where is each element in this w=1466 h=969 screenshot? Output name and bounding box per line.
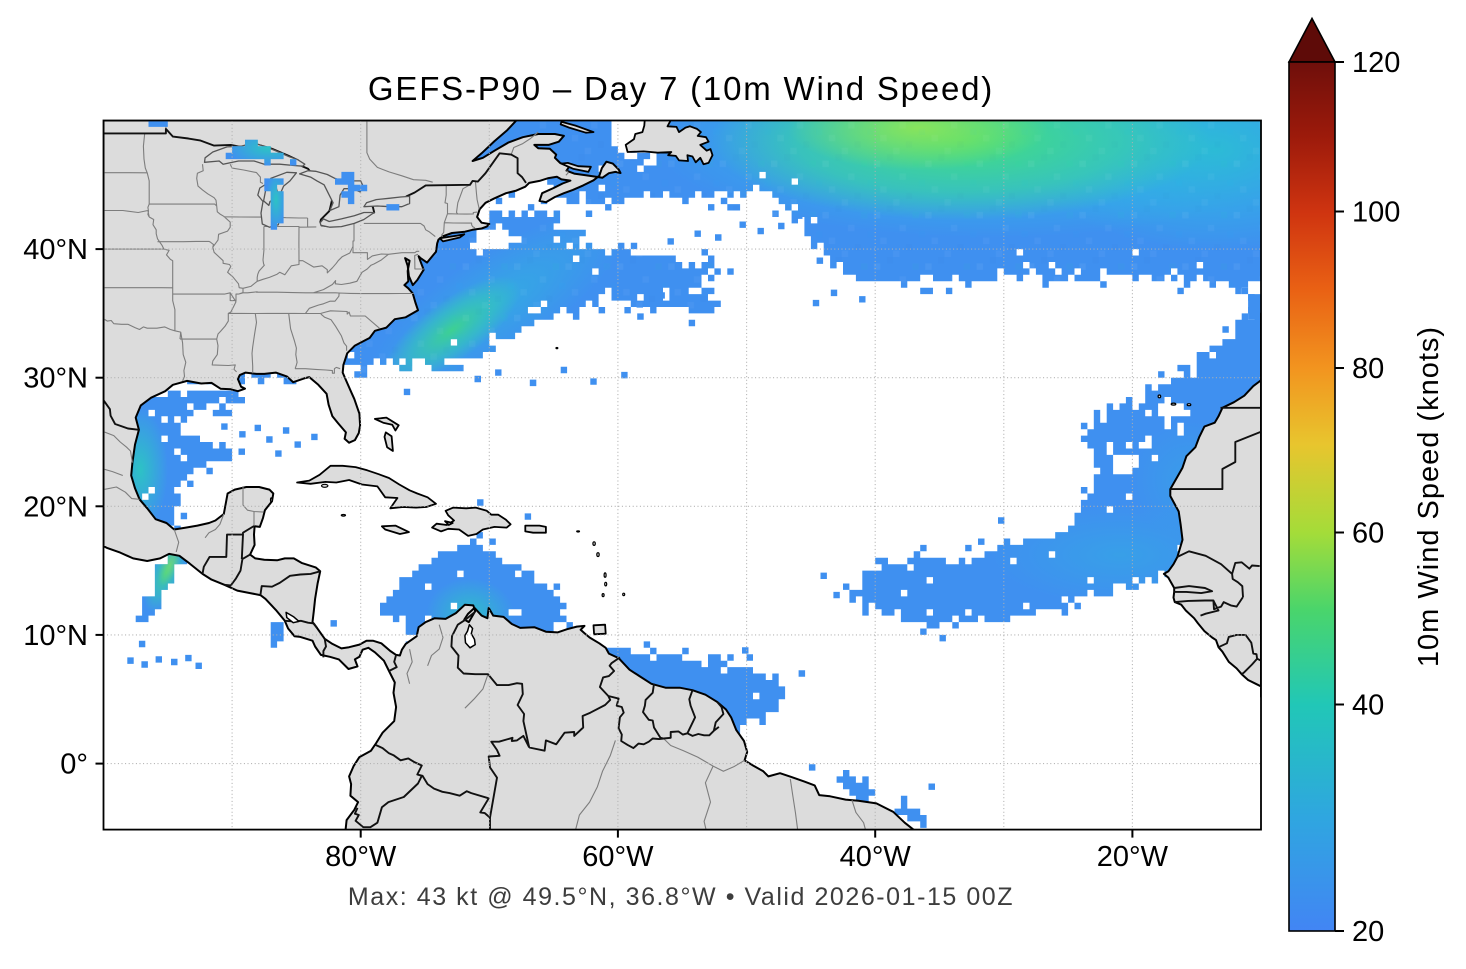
svg-text:30°N: 30°N <box>23 363 88 395</box>
svg-text:80: 80 <box>1352 353 1384 385</box>
svg-text:20°N: 20°N <box>23 491 88 523</box>
svg-text:20: 20 <box>1352 916 1384 948</box>
svg-text:40: 40 <box>1352 690 1384 722</box>
svg-text:20°W: 20°W <box>1097 841 1169 873</box>
svg-text:100: 100 <box>1352 197 1400 229</box>
svg-text:Max: 43 kt @ 49.5°N, 36.8°W •: Max: 43 kt @ 49.5°N, 36.8°W • Valid 2026… <box>348 883 1014 911</box>
svg-text:40°N: 40°N <box>23 234 88 266</box>
svg-text:0°: 0° <box>60 749 88 781</box>
svg-text:60°W: 60°W <box>582 841 654 873</box>
svg-text:10m Wind Speed (knots): 10m Wind Speed (knots) <box>1413 326 1445 667</box>
svg-text:60: 60 <box>1352 518 1384 550</box>
svg-text:GEFS-P90 – Day 7 (10m Wind Spe: GEFS-P90 – Day 7 (10m Wind Speed) <box>368 70 994 107</box>
svg-text:40°W: 40°W <box>840 841 912 873</box>
svg-text:120: 120 <box>1352 47 1400 79</box>
svg-text:80°W: 80°W <box>325 841 397 873</box>
svg-text:10°N: 10°N <box>23 620 88 652</box>
